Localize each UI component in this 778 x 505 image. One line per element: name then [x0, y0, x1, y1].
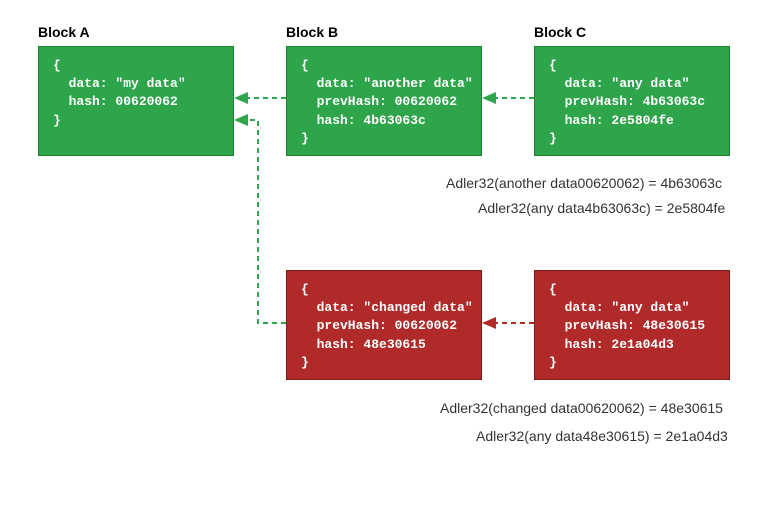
hash-invalid-c: Adler32(any data48e30615) = 2e1a04d3: [476, 428, 728, 444]
label-block-b: Block B: [286, 24, 338, 40]
arrow-b-invalid-to-a: [236, 120, 286, 323]
blockchain-diagram: Block A Block B Block C { data: "my data…: [0, 0, 778, 505]
hash-invalid-b: Adler32(changed data00620062) = 48e30615: [440, 400, 723, 416]
label-block-a: Block A: [38, 24, 90, 40]
label-block-c: Block C: [534, 24, 586, 40]
hash-valid-c: Adler32(any data4b63063c) = 2e5804fe: [478, 200, 725, 216]
block-c-invalid: { data: "any data" prevHash: 48e30615 ha…: [534, 270, 730, 380]
hash-valid-b: Adler32(another data00620062) = 4b63063c: [446, 175, 722, 191]
block-c-valid: { data: "any data" prevHash: 4b63063c ha…: [534, 46, 730, 156]
block-b-invalid: { data: "changed data" prevHash: 0062006…: [286, 270, 482, 380]
block-a-valid: { data: "my data" hash: 00620062 }: [38, 46, 234, 156]
block-b-valid: { data: "another data" prevHash: 0062006…: [286, 46, 482, 156]
